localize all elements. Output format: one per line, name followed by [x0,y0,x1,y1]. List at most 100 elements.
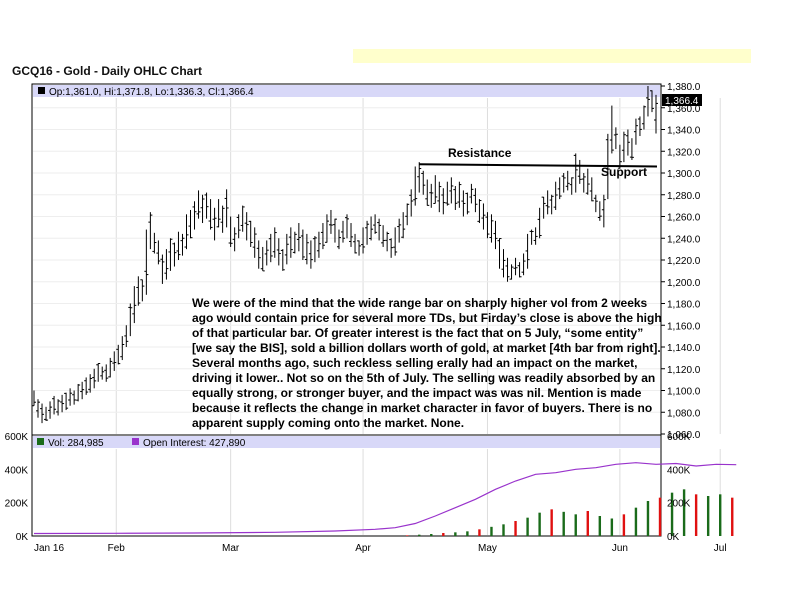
vol-right-tick-label: 0K [667,532,680,543]
ohlc-bar [136,276,141,306]
ohlc-bar [645,86,650,117]
volume-bars [406,489,734,536]
x-tick-label: Jan 16 [34,543,64,554]
ohlc-bar [88,374,93,393]
y-tick-label: 1,060.0 [667,430,701,441]
ohlc-bar [216,199,221,228]
ohlc-bar [220,205,225,233]
y-tick-label: 1,360.0 [667,104,701,115]
ohlc-bar [549,194,554,215]
ohlc-bar [537,207,542,239]
ohlc-bar [377,218,382,241]
price-legend: Op:1,361.0, Hi:1,371.8, Lo:1,336.3, Cl:1… [49,87,254,98]
ohlc-bar [296,223,301,252]
ohlc-bar [124,325,129,347]
y-tick-label: 1,160.0 [667,321,701,332]
vol-legend: Vol: 284,985 [48,438,104,449]
ohlc-bar [409,189,414,217]
ohlc-bar [196,190,201,219]
ohlc-bar [288,227,293,258]
volume-bar [538,512,541,536]
volume-bar [682,489,686,536]
ohlc-bar [637,116,642,137]
ohlc-bar [300,229,305,260]
ohlc-bar [72,390,77,405]
ohlc-bar [581,173,586,193]
volume-bar [670,492,674,536]
ohlc-bar [361,227,366,254]
ohlc-bar [112,351,117,371]
ohlc-bar [180,233,185,256]
ohlc-bar [120,336,125,361]
price-legend-bar [33,85,660,97]
resistance-label: Resistance [448,146,512,160]
price-y-axis: 1,060.0 1,080.0 1,100.0 1,120.0 1,140.0 1,160… [661,82,701,441]
volume-bar [418,534,421,536]
y-tick-label: 1,380.0 [667,82,701,93]
ohlc-bars [32,86,658,424]
volume-bar [442,533,445,536]
volume-bar [622,514,626,536]
ohlc-bar [625,129,630,156]
volume-bar [598,516,602,536]
ohlc-bar [425,179,430,206]
y-tick-label: 1,180.0 [667,300,701,311]
ohlc-bar [389,238,394,258]
ohlc-bar [200,194,205,224]
ohlc-bar [264,240,269,266]
ohlc-bar [232,227,237,252]
vol-left-tick-label: 400K [5,465,29,476]
ohlc-bar [445,181,450,206]
ohlc-bar [557,177,562,200]
ohlc-bar [60,394,65,413]
volume-bar [634,507,638,536]
ohlc-bar [413,166,418,206]
ohlc-bar [44,406,49,421]
ohlc-bar [349,223,354,247]
ohlc-bar [64,392,69,411]
volume-bar [719,494,722,536]
last-price-label: 1,366.4 [665,96,699,107]
ohlc-bar [485,212,490,239]
ohlc-bar [332,218,337,243]
ohlc-bar [168,238,173,271]
ohlc-bar [517,262,522,278]
volume-bar [526,517,529,536]
ohlc-bar [248,220,253,247]
ohlc-bar [529,229,534,245]
ohlc-bar [429,183,434,208]
y-tick-label: 1,260.0 [667,213,701,224]
volume-bar [646,501,650,536]
ohlc-bar [569,177,574,195]
ohlc-bar [509,264,514,280]
ohlc-bar [397,218,402,243]
x-tick-label: Jul [714,543,727,554]
ohlc-bar [228,216,233,247]
volume-bar [586,511,589,536]
resistance-line [419,163,658,168]
ohlc-bar [505,257,510,282]
ohlc-bar [457,181,462,208]
oi-legend: Open Interest: 427,890 [143,438,246,449]
ohlc-bar [381,225,386,247]
ohlc-bar [449,177,454,204]
ohlc-bar [236,214,241,239]
volume-bar [454,532,457,536]
x-axis: Jan 16 Feb Mar Apr May Jun Jul [34,543,727,554]
chart-title: GCQ16 - Gold - Daily OHLC Chart [12,64,203,78]
ohlc-bar [84,377,89,395]
ohlc-bar [633,118,638,145]
volume-bar [562,511,565,536]
vol-right-tick-label: 600K [667,432,691,443]
ohlc-bar [545,190,550,215]
volume-bar [610,518,614,536]
volume-axes: 0K 200K 400K 600K 0K 200K 400K 600K [5,432,691,543]
ohlc-bar [481,203,486,230]
y-tick-label: 1,140.0 [667,343,701,354]
ohlc-bar [244,212,249,241]
ohlc-bar [553,181,558,210]
ohlc-bar [128,303,133,337]
x-tick-label: Jun [612,543,628,554]
ohlc-bar [252,227,257,258]
ohlc-bar [593,194,598,213]
